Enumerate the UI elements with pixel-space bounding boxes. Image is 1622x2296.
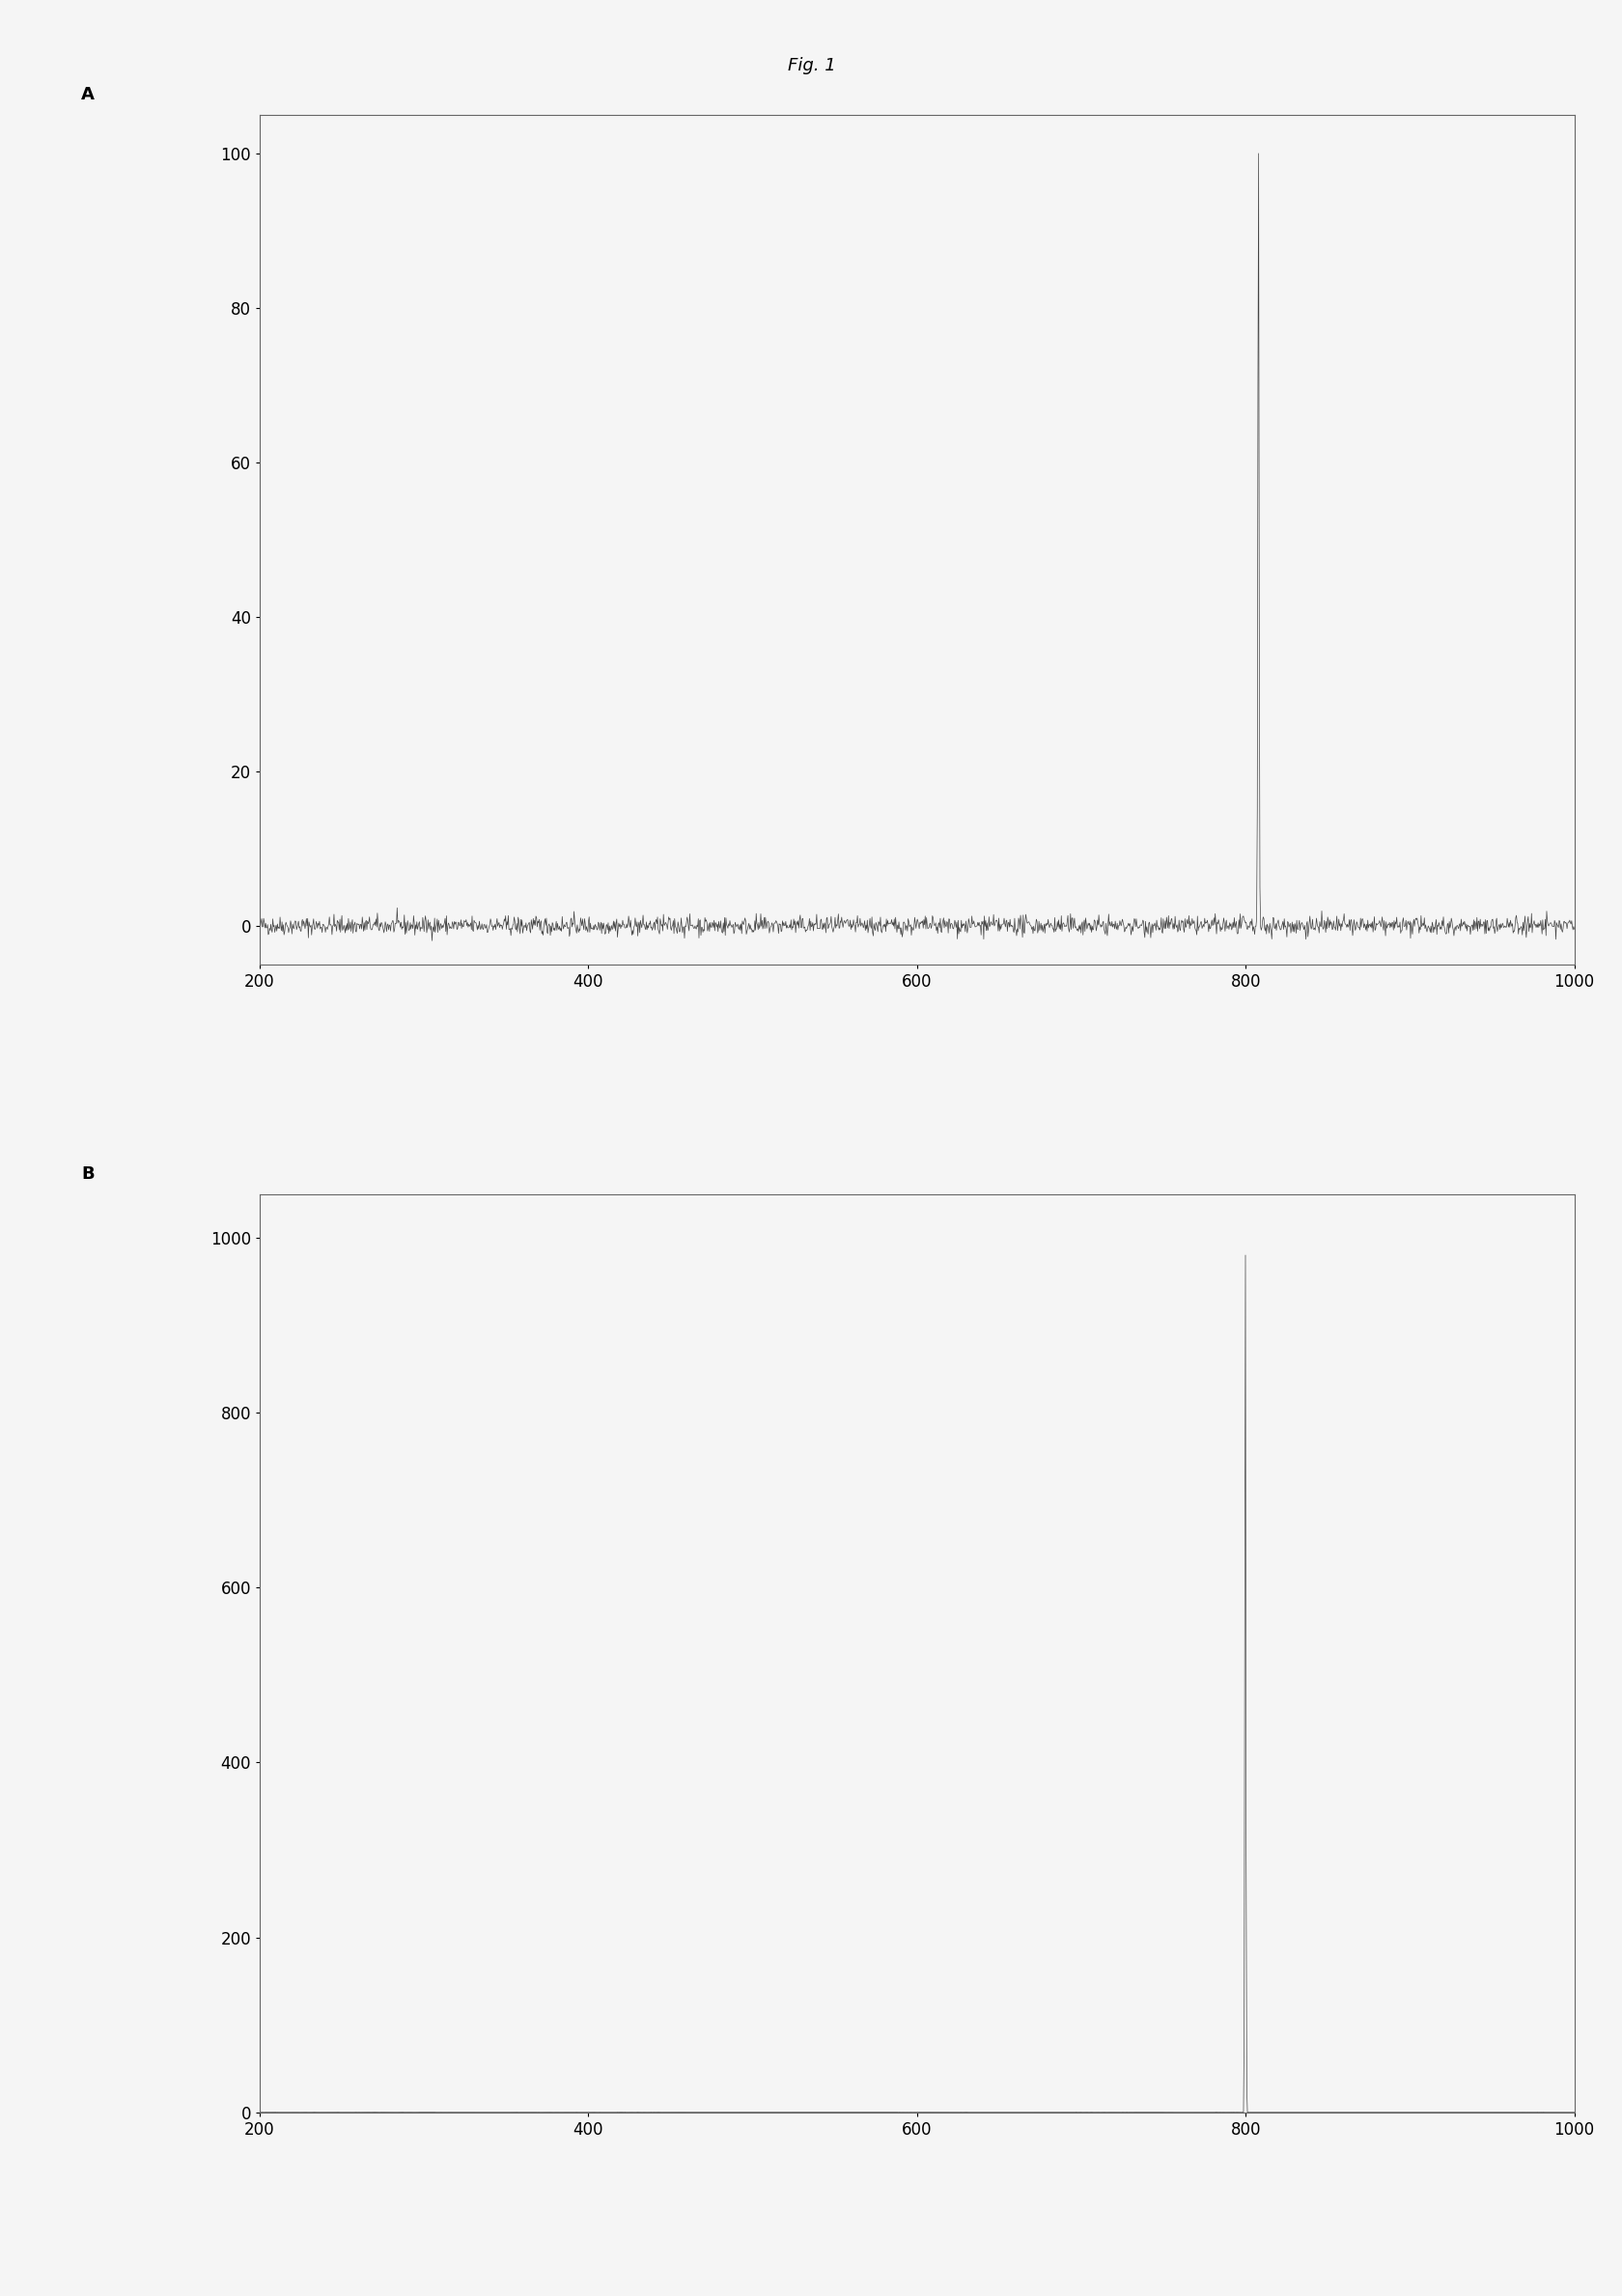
Text: Fig. 1: Fig. 1	[787, 57, 835, 76]
Text: A: A	[81, 85, 94, 103]
Text: B: B	[81, 1164, 94, 1182]
